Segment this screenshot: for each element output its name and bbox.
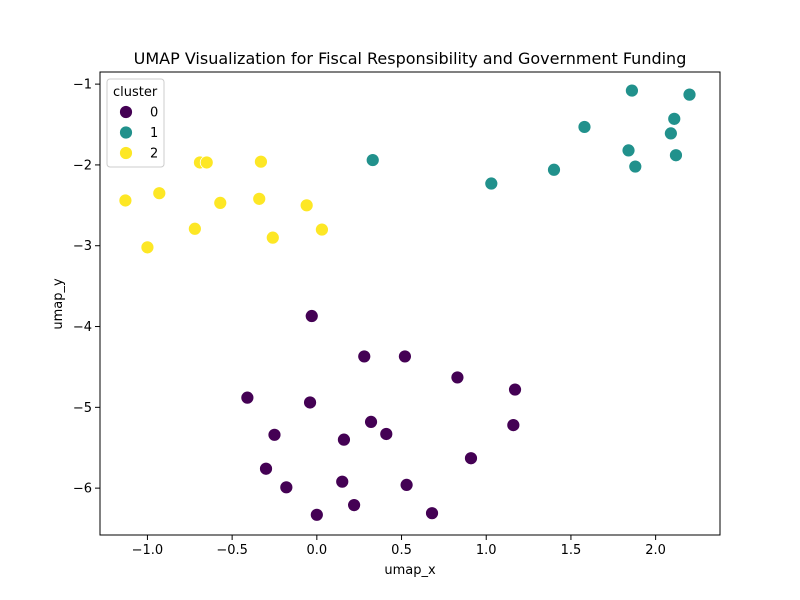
- x-axis-ticks: −1.0 −0.5 0.0 0.5 1.0 1.5 2.0: [132, 535, 666, 558]
- legend: cluster 0 1 2: [106, 78, 165, 168]
- legend-label-0: 0: [150, 106, 158, 121]
- cluster-2-point: [315, 222, 329, 237]
- legend-box: [106, 78, 165, 168]
- cluster-0-point: [335, 474, 350, 489]
- legend-marker-0: [119, 105, 133, 119]
- cluster-0-point: [464, 451, 478, 466]
- cluster-1-point: [547, 162, 561, 177]
- chart-title: UMAP Visualization for Fiscal Responsibi…: [134, 49, 687, 68]
- x-tick-label: −0.5: [216, 543, 248, 558]
- legend-label-2: 2: [150, 147, 158, 162]
- x-tick-label: 0.0: [306, 543, 327, 558]
- y-tick-label: −6: [73, 482, 92, 497]
- x-tick-label: 2.0: [645, 543, 666, 558]
- x-tick-label: −1.0: [132, 543, 164, 558]
- cluster-0-point: [357, 349, 372, 364]
- cluster-2-point: [265, 230, 280, 245]
- legend-marker-2: [119, 146, 133, 160]
- cluster-0-point: [240, 390, 255, 405]
- legend-label-1: 1: [150, 126, 158, 141]
- x-tick-label: 1.5: [561, 543, 582, 558]
- cluster-1-point: [663, 126, 678, 141]
- cluster-1-point: [577, 120, 592, 134]
- cluster-0-point: [508, 382, 522, 397]
- cluster-0-point: [303, 395, 317, 410]
- plot-frame: [99, 71, 721, 536]
- y-axis-ticks: −6 −5 −4 −3 −2 −1: [73, 78, 100, 497]
- cluster-0-point: [399, 478, 414, 492]
- cluster-0-point: [364, 414, 378, 429]
- cluster-2-point: [140, 240, 155, 255]
- plot-area: [99, 71, 721, 536]
- x-tick-label: 1.0: [476, 543, 497, 558]
- cluster-1-point: [484, 176, 499, 191]
- cluster-1-point: [365, 153, 380, 167]
- cluster-1-point: [621, 143, 636, 158]
- cluster-0-point: [267, 427, 282, 442]
- y-tick-label: −5: [73, 401, 92, 416]
- y-tick-label: −1: [73, 78, 92, 93]
- cluster-2-point: [254, 154, 268, 169]
- legend-items: 0 1 2: [119, 105, 158, 162]
- cluster-0-point: [347, 498, 361, 513]
- cluster-0-point: [450, 370, 465, 385]
- cluster-0-point: [337, 432, 351, 447]
- cluster-0-point: [279, 480, 294, 495]
- cluster-0-point: [425, 506, 439, 521]
- legend-marker-1: [119, 125, 133, 140]
- cluster-0-point: [259, 461, 273, 476]
- legend-title: cluster: [113, 85, 158, 100]
- cluster-2-point: [187, 221, 202, 236]
- cluster-2-point: [118, 193, 133, 208]
- cluster-1-point: [669, 148, 683, 163]
- cluster-2-point: [152, 186, 167, 201]
- y-tick-label: −3: [73, 239, 92, 254]
- cluster-1-point: [625, 83, 639, 98]
- y-tick-label: −2: [73, 158, 92, 173]
- x-axis-label: umap_x: [384, 563, 436, 578]
- cluster-0-point: [304, 309, 319, 323]
- cluster-1-point: [628, 159, 643, 174]
- cluster-1-point: [667, 111, 682, 126]
- x-tick-label: 0.5: [391, 543, 412, 558]
- cluster-0-point: [379, 427, 394, 441]
- y-tick-label: −4: [73, 320, 92, 335]
- cluster-0-point: [309, 507, 324, 522]
- cluster-1-point: [682, 87, 697, 102]
- cluster-0-point: [398, 349, 412, 364]
- cluster-2-point: [213, 196, 228, 210]
- cluster-2-point: [299, 198, 314, 213]
- cluster-2-point: [252, 191, 267, 206]
- cluster-2-point: [199, 155, 214, 170]
- cluster-0-point: [506, 418, 521, 433]
- y-axis-label: umap_y: [51, 278, 66, 330]
- data-points: [118, 83, 697, 522]
